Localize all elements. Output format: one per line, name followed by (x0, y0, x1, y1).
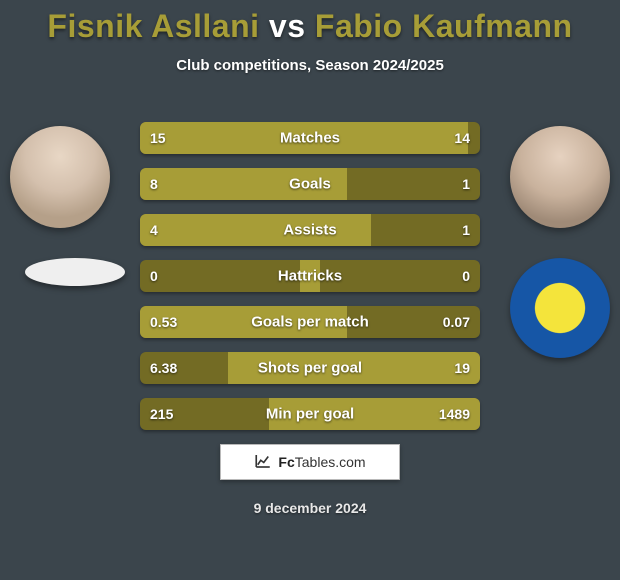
player1-club-logo (25, 258, 125, 286)
player1-name: Fisnik Asllani (47, 8, 259, 44)
stat-row: Assists41 (140, 214, 480, 246)
stat-row: Goals81 (140, 168, 480, 200)
stats-bars: Matches1514 Goals81 Assists41 Hattricks00 Go… (140, 122, 480, 444)
player2-club-logo (510, 258, 610, 358)
comparison-title: Fisnik Asllani vs Fabio Kaufmann (0, 0, 620, 45)
stat-row: Shots per goal6.3819 (140, 352, 480, 384)
subtitle: Club competitions, Season 2024/2025 (0, 57, 620, 74)
player2-avatar (510, 126, 610, 228)
generated-date: 9 december 2024 (0, 500, 620, 516)
player1-avatar (10, 126, 110, 228)
stat-row: Matches1514 (140, 122, 480, 154)
brand-badge: FcTables.com (220, 444, 400, 480)
vs-label: vs (269, 8, 306, 44)
player2-name: Fabio Kaufmann (315, 8, 573, 44)
stat-row: Hattricks00 (140, 260, 480, 292)
stat-row: Min per goal2151489 (140, 398, 480, 430)
chart-icon (254, 452, 272, 473)
brand-text: FcTables.com (278, 454, 365, 470)
stat-row: Goals per match0.530.07 (140, 306, 480, 338)
